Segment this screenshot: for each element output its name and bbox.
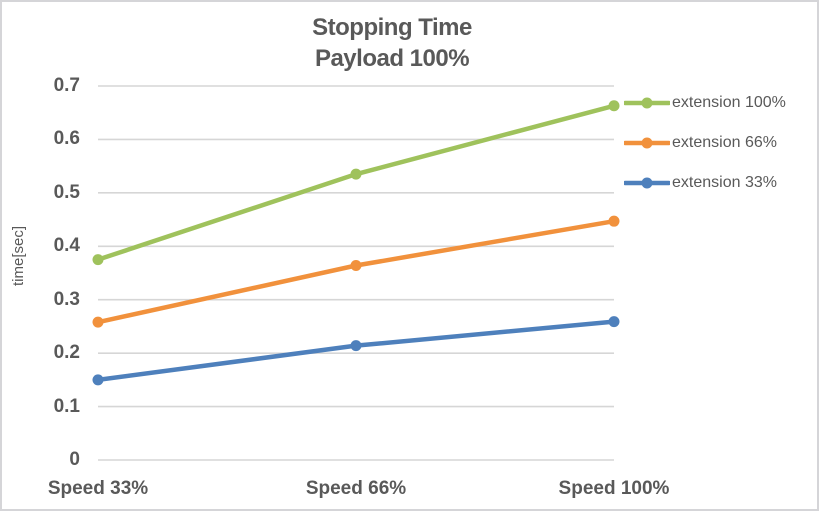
y-tick-label-0.6: 0.6: [53, 128, 80, 150]
x-axis-label-speed-66: Speed 66%: [305, 478, 407, 499]
y-tick-label-0.7: 0.7: [53, 75, 80, 96]
x-axis-label-speed-33: Speed 33%: [47, 478, 149, 499]
data-point-extension-66-speed-33: [92, 316, 104, 328]
data-point-extension-100-speed-100: [608, 100, 620, 112]
y-tick-label-0: 0: [69, 449, 80, 470]
data-point-extension-100-speed-33: [92, 254, 104, 266]
y-axis-title: time[sec]: [10, 226, 27, 287]
data-point-extension-33-speed-33: [92, 374, 104, 386]
chart-title-line2: Payload 100%: [314, 45, 470, 72]
data-point-extension-33-speed-100: [608, 316, 620, 328]
y-tick-label-0.1: 0.1: [53, 395, 80, 417]
chart-title: Stopping Time Payload 100%: [2, 12, 782, 74]
y-tick-label-0.4: 0.4: [53, 235, 80, 257]
y-tick-label-0.5: 0.5: [53, 181, 80, 203]
y-tick-label-0.2: 0.2: [53, 342, 80, 364]
data-point-extension-66-speed-66: [350, 260, 362, 272]
data-point-extension-33-speed-66: [350, 340, 362, 352]
data-point-extension-100-speed-66: [350, 168, 362, 180]
y-tick-label-0.3: 0.3: [53, 288, 80, 310]
x-axis-label-speed-100: Speed 100%: [558, 478, 670, 499]
chart-title-line1: Stopping Time: [312, 14, 472, 41]
data-point-extension-66-speed-100: [608, 215, 620, 227]
